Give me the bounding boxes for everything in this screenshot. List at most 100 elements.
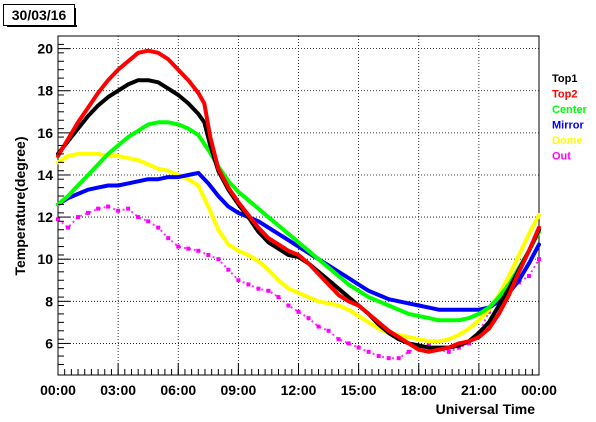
data-point — [76, 215, 81, 220]
data-point — [307, 249, 311, 253]
data-point — [427, 350, 431, 354]
data-point — [156, 80, 160, 84]
data-point — [406, 349, 411, 354]
data-point — [427, 306, 431, 310]
data-point — [256, 259, 260, 263]
data-point — [387, 329, 391, 333]
data-point — [136, 129, 140, 133]
data-point — [387, 297, 391, 301]
data-point — [106, 95, 110, 99]
data-point — [116, 154, 120, 158]
data-point — [206, 148, 210, 152]
y-tick-label: 16 — [37, 125, 53, 141]
data-point — [266, 240, 270, 244]
data-point — [266, 226, 270, 230]
data-point — [166, 87, 170, 91]
data-point — [487, 320, 491, 324]
data-point — [276, 242, 280, 246]
data-point — [477, 331, 481, 335]
data-point — [367, 289, 371, 293]
data-point — [336, 337, 341, 342]
data-point — [96, 91, 100, 95]
data-point — [256, 207, 260, 211]
data-point — [417, 344, 421, 348]
data-point — [317, 299, 321, 303]
data-point — [126, 181, 130, 185]
data-point — [166, 175, 170, 179]
data-point — [96, 206, 101, 211]
data-point — [176, 122, 180, 126]
data-point — [527, 249, 531, 253]
x-tick-label: 15:00 — [341, 382, 377, 398]
x-tick-label: 18:00 — [401, 382, 437, 398]
data-point — [407, 335, 411, 339]
data-point — [497, 295, 501, 299]
data-point — [56, 217, 60, 222]
data-point — [256, 219, 260, 223]
data-point — [136, 51, 140, 55]
data-point — [437, 348, 441, 352]
series-line — [56, 48, 541, 354]
data-point — [136, 78, 140, 82]
data-point — [527, 261, 531, 265]
data-point — [166, 120, 170, 124]
data-point — [286, 249, 290, 253]
data-point — [327, 282, 331, 286]
data-point — [337, 270, 341, 274]
data-point — [367, 320, 371, 324]
data-point — [367, 295, 371, 299]
data-point — [196, 171, 200, 175]
data-point — [457, 341, 461, 345]
data-point — [76, 192, 80, 196]
data-point — [226, 205, 230, 209]
data-point — [347, 295, 351, 299]
data-point — [507, 274, 511, 278]
data-point — [467, 316, 471, 320]
data-point — [236, 190, 240, 194]
data-point — [126, 135, 130, 139]
data-point — [146, 162, 150, 166]
data-point — [236, 249, 240, 253]
data-point — [347, 276, 351, 280]
y-axis-title: Temperature(degree) — [12, 136, 28, 275]
data-point — [66, 225, 71, 230]
data-point — [457, 333, 461, 337]
legend-entry-dome: Dome — [552, 135, 583, 147]
data-point — [136, 179, 140, 183]
data-point — [346, 341, 351, 346]
x-tick-label: 03:00 — [100, 382, 136, 398]
data-point — [297, 291, 300, 295]
x-tick-label: 21:00 — [461, 382, 497, 398]
data-point — [176, 68, 180, 72]
data-point — [156, 120, 160, 124]
data-point — [56, 154, 60, 158]
series-dome — [56, 151, 541, 344]
data-point — [417, 304, 421, 308]
data-point — [156, 177, 160, 181]
data-point — [126, 156, 130, 160]
legend-entry-top2: Top2 — [552, 89, 577, 101]
data-point — [477, 335, 481, 339]
data-point — [327, 301, 331, 305]
data-point — [276, 247, 280, 251]
data-point — [407, 301, 411, 305]
data-point — [487, 327, 491, 331]
data-point — [337, 293, 341, 297]
data-point — [427, 346, 431, 350]
data-point — [136, 215, 141, 220]
data-point — [457, 318, 461, 322]
data-point — [377, 320, 381, 324]
data-point — [276, 278, 280, 282]
y-tick-label: 12 — [37, 209, 53, 225]
data-point — [216, 228, 220, 232]
x-axis-title: Universal Time — [436, 401, 536, 417]
series-line — [57, 205, 540, 360]
data-point — [256, 286, 261, 291]
data-point — [186, 101, 190, 105]
x-tick-label: 06:00 — [160, 382, 196, 398]
data-point — [317, 257, 321, 261]
data-point — [116, 143, 120, 147]
data-point — [527, 232, 531, 236]
data-point — [196, 91, 200, 95]
